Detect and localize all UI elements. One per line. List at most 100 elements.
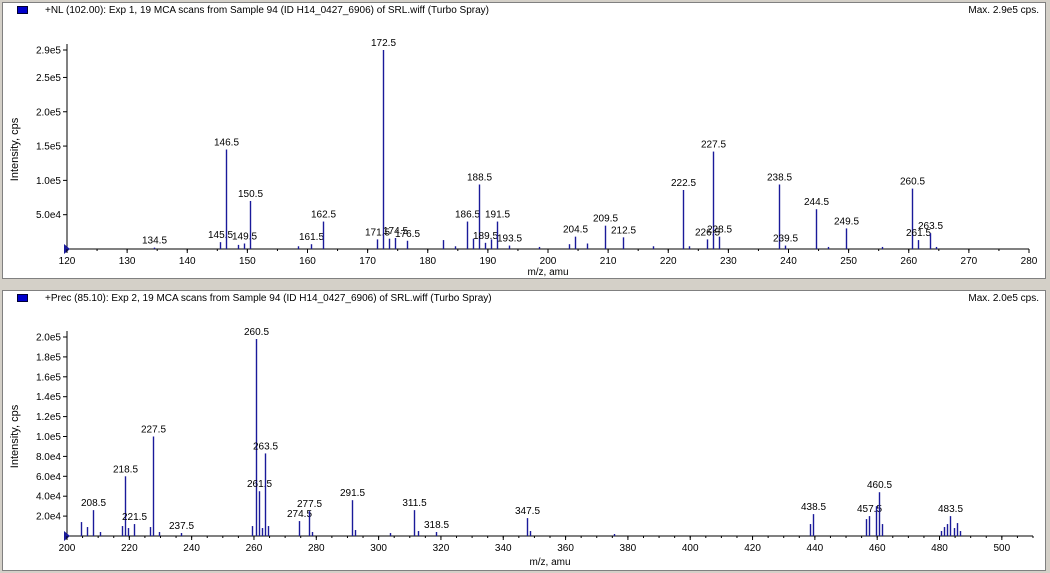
peak-label: 277.5 — [297, 499, 322, 510]
peak-label: 171.5 — [365, 227, 390, 238]
x-tick-label: 270 — [961, 256, 978, 267]
peak-label: 249.5 — [834, 216, 859, 227]
x-tick-label: 500 — [993, 543, 1010, 554]
spectrum-panel-prec: +Prec (85.10): Exp 2, 19 MCA scans from … — [2, 290, 1046, 571]
x-tick-label: 380 — [620, 543, 637, 554]
x-axis-title: m/z, amu — [527, 267, 568, 278]
panel-title: +NL (102.00): Exp 1, 19 MCA scans from S… — [45, 5, 490, 16]
panel-divider[interactable] — [0, 281, 1050, 288]
peak-label: 191.5 — [485, 210, 510, 221]
x-tick-label: 360 — [557, 543, 574, 554]
y-tick-label: 1.6e5 — [36, 372, 61, 383]
y-tick-label: 1.8e5 — [36, 352, 61, 363]
x-tick-label: 280 — [308, 543, 325, 554]
y-tick-label: 2.0e4 — [36, 512, 61, 523]
peak-label: 318.5 — [424, 520, 449, 531]
y-tick-label: 2.9e5 — [36, 46, 61, 57]
peak-label: 226.5 — [695, 227, 720, 238]
peak-label: 438.5 — [801, 502, 826, 513]
x-tick-label: 300 — [370, 543, 387, 554]
panel-header: +NL (102.00): Exp 1, 19 MCA scans from S… — [3, 3, 1045, 19]
max-intensity: Max. 2.9e5 cps. — [968, 5, 1039, 16]
x-tick-label: 240 — [183, 543, 200, 554]
peak-label: 193.5 — [497, 234, 522, 245]
y-tick-label: 1.4e5 — [36, 392, 61, 403]
x-tick-label: 440 — [807, 543, 824, 554]
x-tick-label: 180 — [419, 256, 436, 267]
y-tick-label: 2.0e5 — [36, 107, 61, 118]
y-tick-label: 1.0e5 — [36, 176, 61, 187]
y-tick-label: 6.0e4 — [36, 472, 61, 483]
peak-label: 244.5 — [804, 197, 829, 208]
y-tick-label: 1.0e5 — [36, 432, 61, 443]
peak-label: 347.5 — [515, 506, 540, 517]
peak-label: 188.5 — [467, 172, 492, 183]
peak-label: 146.5 — [214, 138, 239, 149]
x-tick-label: 200 — [540, 256, 557, 267]
peak-label: 209.5 — [593, 214, 618, 225]
spectrum-chart-prec[interactable]: 200 220 240 260 280 300 320 340 360 380 400 420 440 4… — [3, 291, 1046, 571]
peak-label: 291.5 — [340, 488, 365, 499]
y-tick-label: 1.2e5 — [36, 412, 61, 423]
peak-label: 227.5 — [141, 425, 166, 436]
x-tick-label: 420 — [744, 543, 761, 554]
x-tick-label: 160 — [299, 256, 316, 267]
x-tick-label: 340 — [495, 543, 512, 554]
peak-label: 228.5 — [707, 225, 732, 236]
x-tick-label: 280 — [1021, 256, 1038, 267]
peak-label: 311.5 — [402, 498, 427, 509]
peak-label: 149.5 — [232, 232, 257, 243]
peak-label: 189.5 — [473, 231, 498, 242]
peak-label: 239.5 — [773, 234, 798, 245]
peak-label: 161.5 — [299, 232, 324, 243]
x-tick-label: 200 — [59, 543, 76, 554]
peak-label: 263.5 — [918, 221, 943, 232]
peak-label: 237.5 — [169, 521, 194, 532]
x-tick-label: 170 — [359, 256, 376, 267]
x-axis-title: m/z, amu — [529, 557, 570, 568]
y-tick-label: 2.5e5 — [36, 73, 61, 84]
peak-label: 134.5 — [142, 236, 167, 247]
peak-label: 222.5 — [671, 178, 696, 189]
peak-label: 260.5 — [244, 327, 269, 338]
trace-color-swatch[interactable] — [17, 294, 28, 302]
panel-title: +Prec (85.10): Exp 2, 19 MCA scans from … — [45, 293, 492, 304]
peak-label: 260.5 — [900, 177, 925, 188]
peak-label: 176.5 — [395, 229, 420, 240]
panel-header: +Prec (85.10): Exp 2, 19 MCA scans from … — [3, 291, 1045, 307]
x-tick-label: 130 — [119, 256, 136, 267]
y-tick-label: 2.0e5 — [36, 333, 61, 344]
y-tick-label: 8.0e4 — [36, 452, 61, 463]
peak-label: 145.5 — [208, 230, 233, 241]
x-tick-label: 120 — [59, 256, 76, 267]
x-tick-label: 220 — [121, 543, 138, 554]
x-tick-label: 140 — [179, 256, 196, 267]
peak-label: 208.5 — [81, 498, 106, 509]
peak-label: 221.5 — [122, 512, 147, 523]
y-tick-label: 5.0e4 — [36, 210, 61, 221]
x-tick-label: 220 — [660, 256, 677, 267]
max-intensity: Max. 2.0e5 cps. — [968, 293, 1039, 304]
peak-label: 204.5 — [563, 225, 588, 236]
peak-label: 150.5 — [238, 189, 263, 200]
peak-label: 457.5 — [857, 504, 882, 515]
x-tick-label: 260 — [900, 256, 917, 267]
peak-label: 263.5 — [253, 441, 278, 452]
trace-color-swatch[interactable] — [17, 6, 28, 14]
peak-label: 162.5 — [311, 210, 336, 221]
spectrum-chart-nl[interactable]: 120 130 140 150 160 170 180 190 200 210 220 230 240 2… — [3, 3, 1046, 279]
x-tick-label: 250 — [840, 256, 857, 267]
y-tick-label: 4.0e4 — [36, 492, 61, 503]
peak-label: 274.5 — [287, 509, 312, 520]
peak-label: 261.5 — [247, 479, 272, 490]
peak-label: 212.5 — [611, 225, 636, 236]
x-tick-label: 230 — [720, 256, 737, 267]
x-tick-label: 190 — [480, 256, 497, 267]
x-tick-label: 210 — [600, 256, 617, 267]
x-tick-label: 260 — [246, 543, 263, 554]
x-tick-label: 320 — [433, 543, 450, 554]
y-axis-title: Intensity, cps — [9, 404, 21, 468]
peak-label: 238.5 — [767, 172, 792, 183]
peak-label: 483.5 — [938, 504, 963, 515]
peak-label: 460.5 — [867, 480, 892, 491]
